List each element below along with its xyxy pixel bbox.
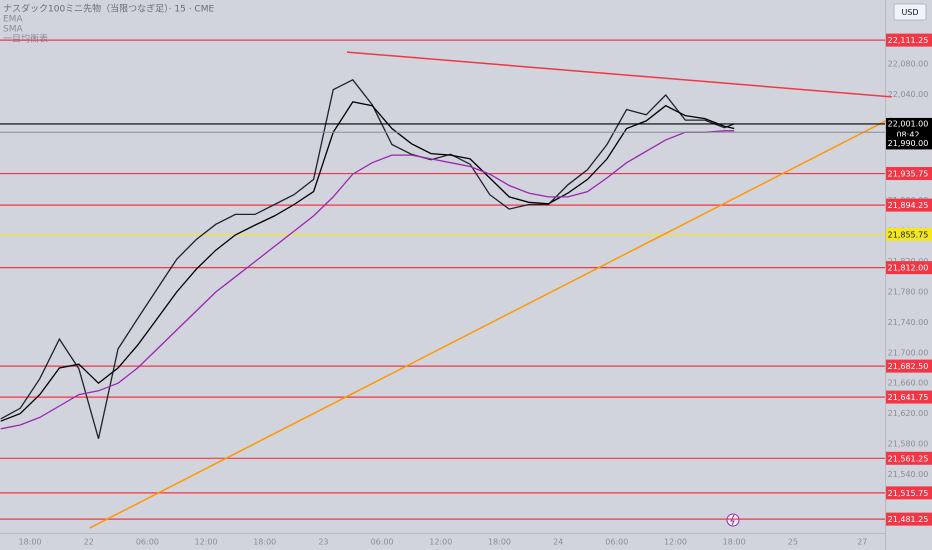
x-tick-label: 12:00 [429, 538, 452, 547]
level-label-bg [886, 390, 932, 404]
legend-entry: 一目均衡表 [3, 33, 48, 45]
y-tick-label: 21,580.00 [888, 440, 929, 449]
x-tick-label: 18:00 [253, 538, 276, 547]
previous-price-bg [886, 136, 932, 150]
x-tick-label: 22 [84, 538, 94, 547]
legend-entry: EMA [3, 15, 23, 25]
level-label: 21,561.25 [888, 454, 929, 463]
level-label-bg [886, 261, 932, 275]
trend-line [346, 51, 892, 98]
level-label: 21,481.25 [888, 515, 929, 524]
level-label: 21,812.00 [888, 264, 929, 273]
level-label-bg [886, 512, 932, 526]
level-label: 21,855.75 [888, 230, 929, 239]
countdown-label: 08:42 [896, 130, 919, 139]
level-label: 21,935.75 [888, 170, 929, 179]
y-tick-label: 22,040.00 [888, 90, 929, 99]
previous-price-label: 21,990.00 [888, 139, 929, 148]
x-tick-label: 24 [553, 538, 563, 547]
series-line [0, 78, 735, 439]
y-tick-label: 21,740.00 [888, 318, 929, 327]
x-tick-label: 06:00 [136, 538, 159, 547]
legend-entry: SMA [3, 25, 23, 35]
level-label: 21,894.25 [888, 201, 929, 210]
event-icon[interactable] [726, 513, 740, 527]
trend-line [89, 117, 892, 529]
currency-button[interactable] [893, 3, 927, 21]
x-tick-label: 18:00 [18, 538, 41, 547]
level-label: 22,111.25 [888, 36, 929, 45]
level-label-bg [886, 451, 932, 465]
x-tick-label: 12:00 [195, 538, 218, 547]
y-tick-label: 21,660.00 [888, 379, 929, 388]
series-line [0, 130, 735, 430]
series-line [0, 101, 735, 422]
level-label-bg [886, 198, 932, 212]
y-tick-label: 21,540.00 [888, 470, 929, 479]
x-tick-label: 25 [788, 538, 798, 547]
level-label-bg [886, 227, 932, 241]
x-tick-label: 27 [857, 538, 867, 547]
level-label-bg [886, 33, 932, 47]
x-tick-label: 18:00 [723, 538, 746, 547]
x-tick-label: 06:00 [371, 538, 394, 547]
current-price-label: 22,001.00 [888, 119, 929, 128]
level-label: 21,515.75 [888, 489, 929, 498]
y-tick-label: 22,080.00 [888, 59, 929, 68]
currency-label[interactable]: USD [901, 8, 918, 17]
level-label-bg [886, 359, 932, 373]
level-label: 21,682.50 [888, 362, 929, 371]
y-tick-label: 21,780.00 [888, 287, 929, 296]
event-icon-bolt [730, 514, 735, 526]
x-tick-label: 06:00 [605, 538, 628, 547]
level-label: 21,641.75 [888, 393, 929, 402]
x-tick-label: 18:00 [488, 538, 511, 547]
x-tick-label: 23 [318, 538, 328, 547]
chart-title: ナスダック100ミニ先物（当限つなぎ足）· 15 · CME [3, 3, 214, 15]
x-tick-label: 12:00 [664, 538, 687, 547]
level-label-bg [886, 167, 932, 181]
level-label-bg [886, 486, 932, 500]
y-tick-label: 21,700.00 [888, 348, 929, 357]
y-tick-label: 21,620.00 [888, 409, 929, 418]
